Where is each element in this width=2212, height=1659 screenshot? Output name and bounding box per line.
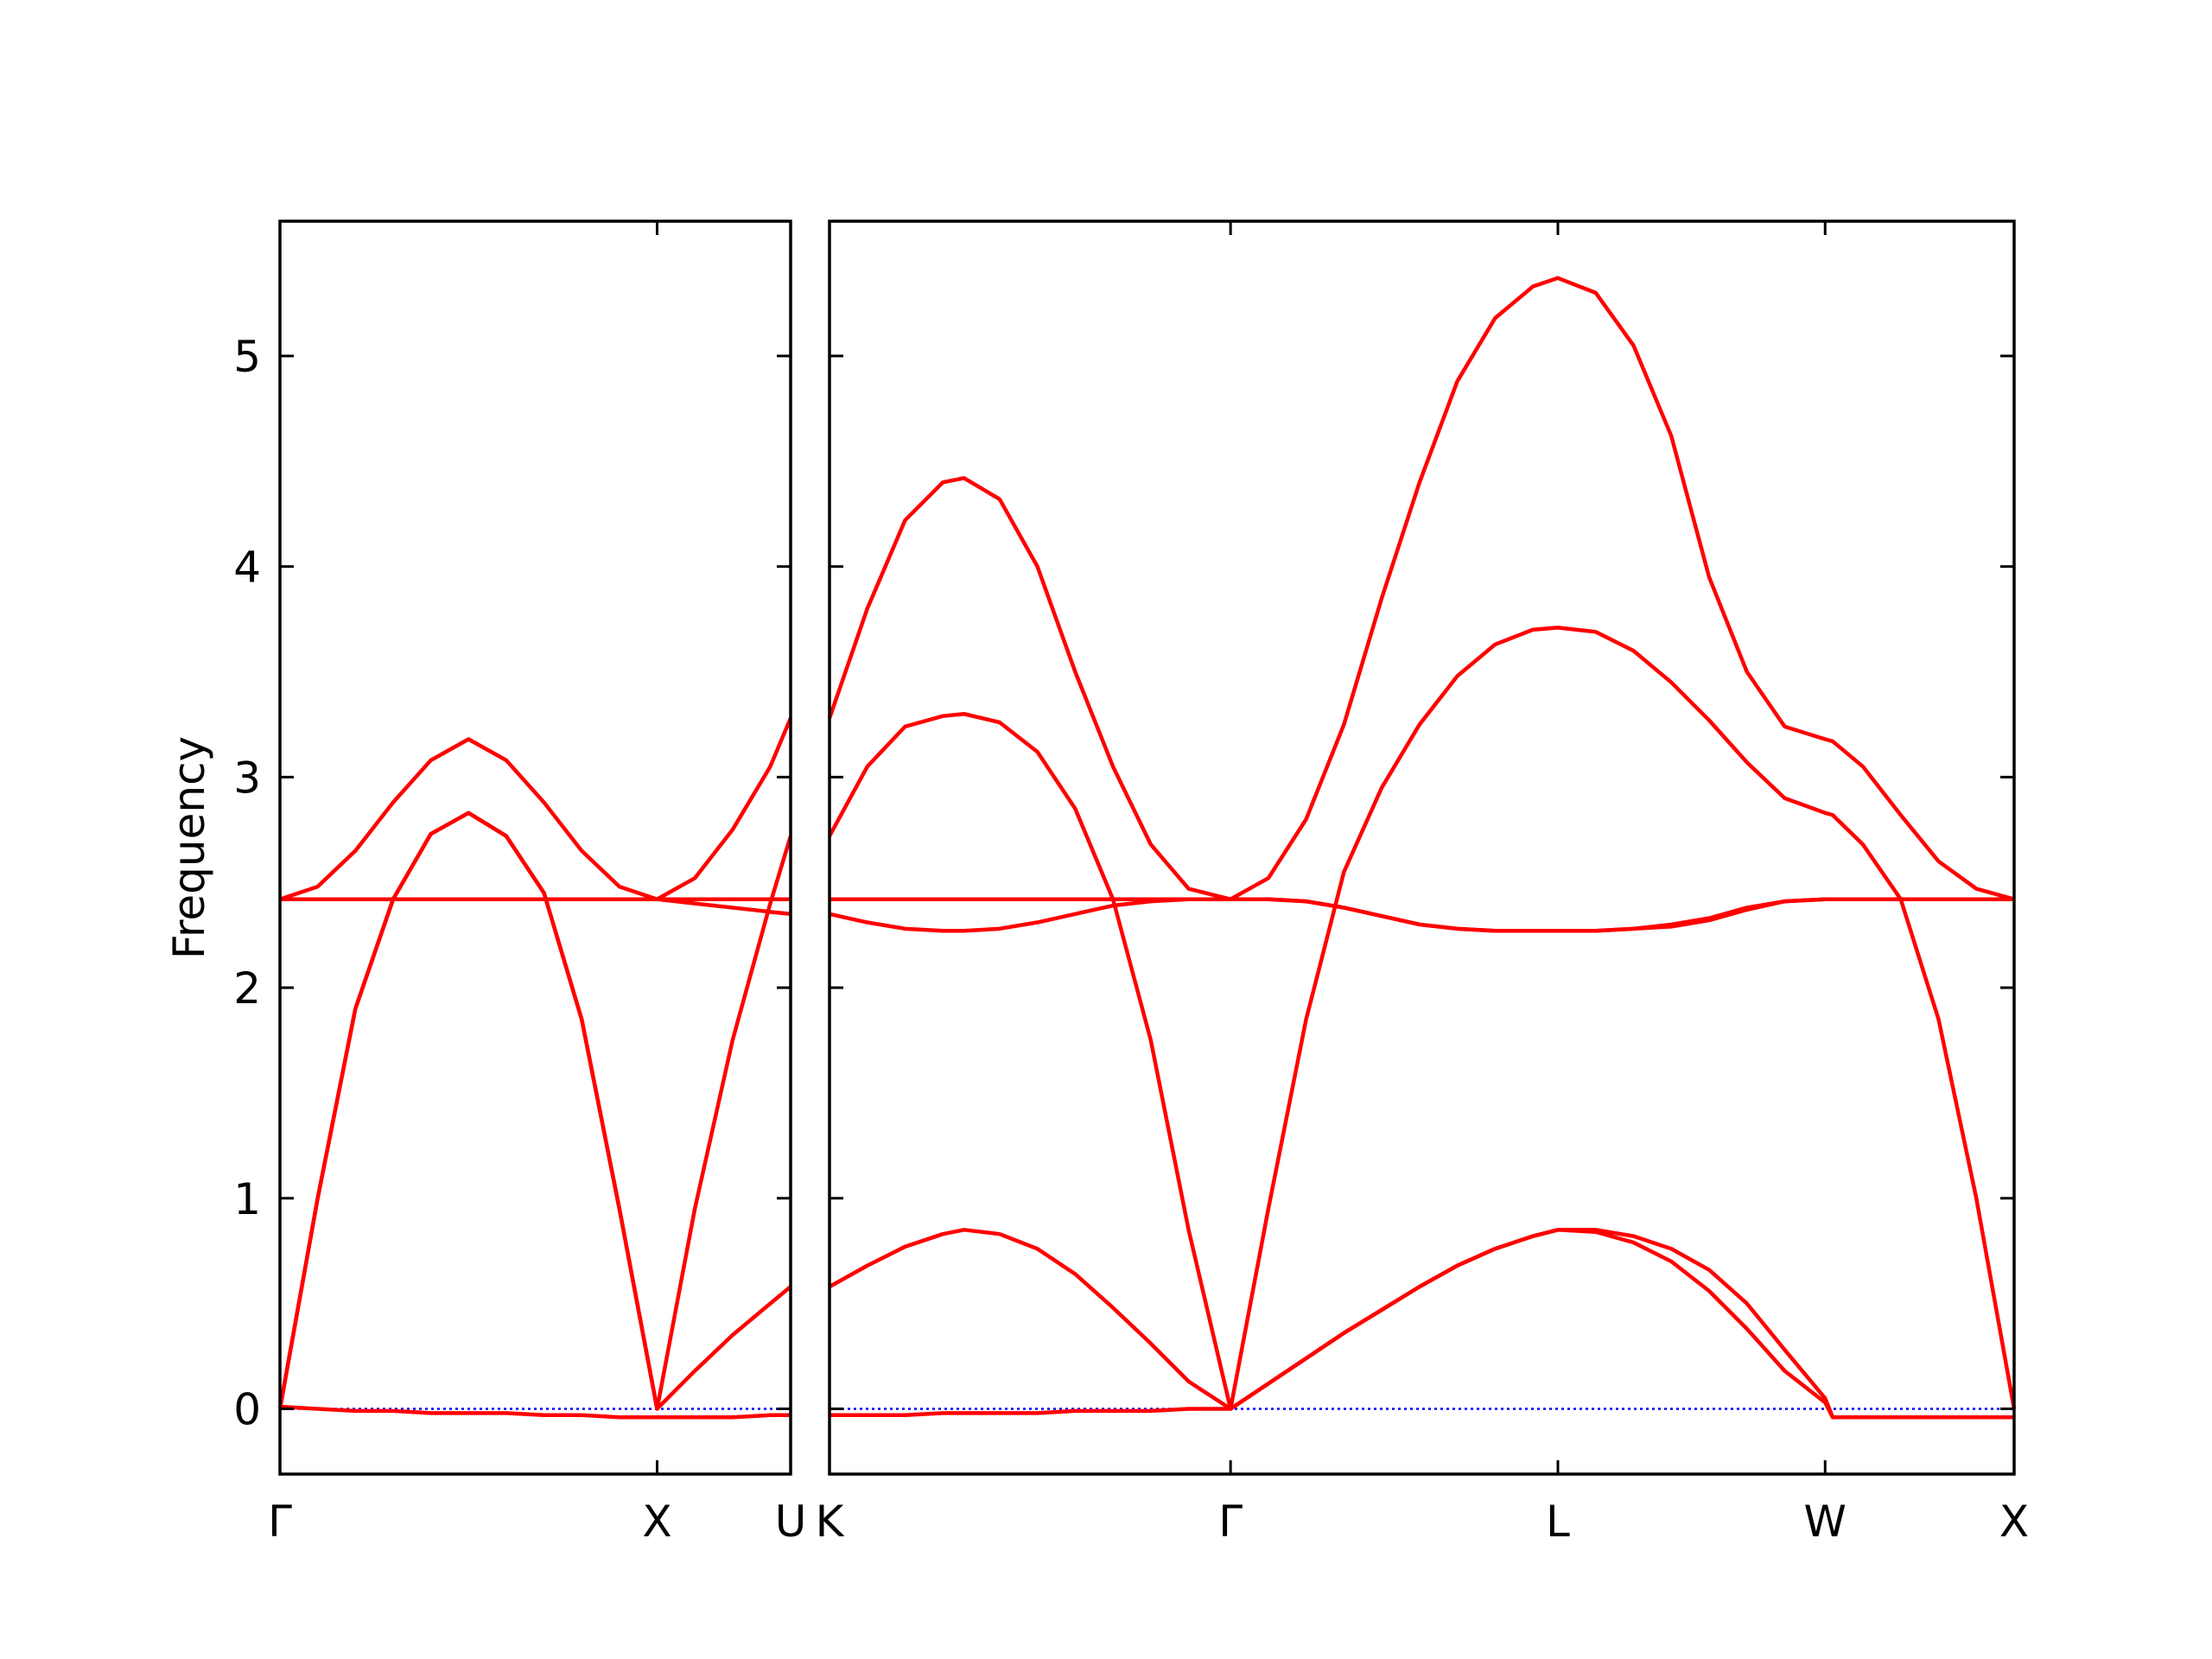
band-line [830,1228,2014,1420]
y-tick-label: 5 [233,332,261,382]
band-line [280,897,791,916]
band-line [277,810,792,1411]
x-tick-label: U [775,1497,807,1547]
x-tick-label: Γ [1218,1497,1243,1547]
y-tick-label: 2 [233,963,261,1014]
axes-frame [278,219,792,1476]
band-line [830,897,2014,933]
axes-frame [828,219,2016,1476]
x-tick-label: L [1546,1497,1570,1547]
band-line [827,276,2015,901]
band-line [828,1228,2014,1420]
x-tick-label: X [642,1497,671,1547]
y-tick-label: 4 [233,543,261,593]
band-line [279,717,793,901]
x-tick-label: W [1804,1497,1847,1547]
y-tick-label: 3 [233,753,261,803]
band-line [279,1404,791,1420]
y-tick-label: 1 [233,1174,261,1224]
x-tick-label: X [1999,1497,2029,1547]
x-tick-label: K [816,1497,845,1547]
y-axis-label: Frequency [164,736,214,959]
band-line [277,810,793,1411]
x-tick-label: Γ [268,1497,292,1547]
y-tick-label: 0 [233,1384,261,1434]
band-line [828,626,2017,1411]
